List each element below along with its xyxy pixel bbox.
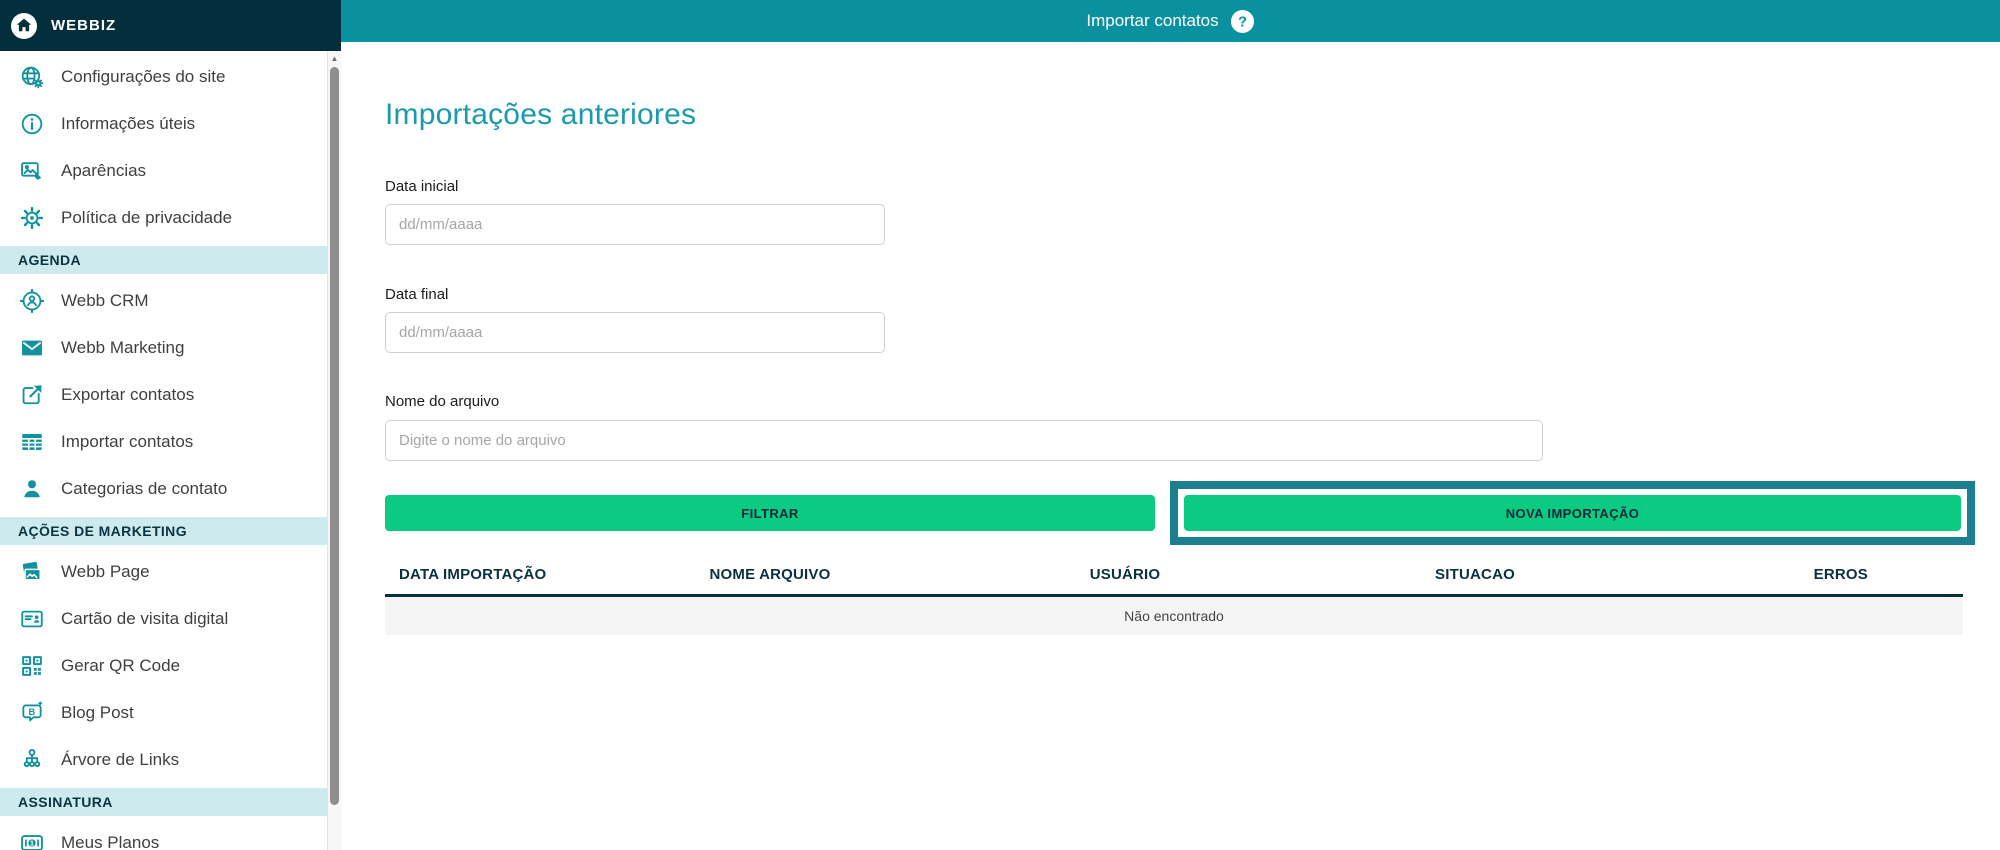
topbar: Importar contatos ? xyxy=(341,0,2000,42)
envelope-icon xyxy=(18,334,45,361)
filtrar-button[interactable]: FILTRAR xyxy=(385,495,1155,531)
sidebar-item-cartao-de-visita-digital[interactable]: Cartão de visita digital xyxy=(0,595,341,642)
appearance-icon xyxy=(18,157,45,184)
sidebar-item-meus-planos[interactable]: 1 Meus Planos xyxy=(0,819,341,850)
sidebar-item-webb-page[interactable]: Webb Page xyxy=(0,548,341,595)
sidebar-item-categorias-de-contato[interactable]: Categorias de contato xyxy=(0,465,341,512)
sidebar-item-label: Gerar QR Code xyxy=(61,655,181,675)
svg-text:1: 1 xyxy=(30,840,34,847)
table-empty-text: Não encontrado xyxy=(1124,608,1224,624)
scrollbar-thumb[interactable] xyxy=(330,67,339,805)
tree-links-icon xyxy=(18,746,45,773)
main-content: Importações anteriores Data inicial Data… xyxy=(341,42,2000,850)
topbar-title: Importar contatos xyxy=(1086,11,1219,30)
data-inicial-field: Data inicial xyxy=(385,178,1975,245)
nome-arquivo-label: Nome do arquivo xyxy=(385,393,500,410)
sidebar-item-label: Exportar contatos xyxy=(61,384,195,404)
globe-gear-icon xyxy=(18,63,45,90)
sidebar-item-label: Meus Planos xyxy=(61,832,160,850)
sidebar-item-label: Webb Page xyxy=(61,561,150,581)
sidebar-section-agenda: AGENDA xyxy=(0,246,341,274)
data-final-field: Data final xyxy=(385,286,1975,353)
svg-text:?: ? xyxy=(1238,14,1247,30)
table-header-cell-nome-arquivo: NOME ARQUIVO xyxy=(709,566,831,583)
nome-arquivo-field: Nome do arquivo xyxy=(385,393,1975,461)
crm-target-user-icon xyxy=(18,287,45,314)
sidebar-item-webb-crm[interactable]: Webb CRM xyxy=(0,277,341,324)
sidebar-item-label: Árvore de Links xyxy=(61,749,180,769)
sidebar-item-arvore-de-links[interactable]: Árvore de Links xyxy=(0,736,341,783)
sidebar-item-informacoes-uteis[interactable]: Informações úteis xyxy=(0,100,341,147)
plans-icon: 1 xyxy=(18,829,45,850)
table-header-cell-erros: ERROS xyxy=(1813,566,1868,583)
sidebar-header: WEBBIZ xyxy=(0,0,341,51)
qr-code-icon xyxy=(18,652,45,679)
table-header-cell-data-importacao: DATA IMPORTAÇÃO xyxy=(399,566,547,583)
id-card-icon xyxy=(18,605,45,632)
sidebar-item-label: Webb CRM xyxy=(61,290,149,310)
sidebar: WEBBIZ Configurações do site Informações … xyxy=(0,0,341,850)
sidebar-item-webb-marketing[interactable]: Webb Marketing xyxy=(0,324,341,371)
nova-importacao-highlight: NOVA IMPORTAÇÃO xyxy=(1170,481,1975,545)
info-icon xyxy=(18,110,45,137)
table-header-row: DATA IMPORTAÇÃO NOME ARQUIVO USUÁRIO SITUAC… xyxy=(385,557,1963,597)
svg-text:B: B xyxy=(28,706,35,716)
sidebar-item-gerar-qr-code[interactable]: Gerar QR Code xyxy=(0,642,341,689)
brand-name: WEBBIZ xyxy=(51,17,117,34)
sidebar-item-importar-contatos[interactable]: Importar contatos xyxy=(0,418,341,465)
help-circle-icon[interactable]: ? xyxy=(1230,9,1255,34)
actions-row: FILTRAR NOVA IMPORTAÇÃO xyxy=(385,481,1975,545)
nome-arquivo-input[interactable] xyxy=(385,420,1543,461)
scrollbar-up-arrow[interactable]: ▲ xyxy=(330,54,339,63)
sidebar-item-label: Blog Post xyxy=(61,702,134,722)
table-header-cell-usuario: USUÁRIO xyxy=(1089,566,1161,583)
user-icon xyxy=(18,475,45,502)
sidebar-scrollbar[interactable]: ▲ xyxy=(327,51,341,850)
sidebar-item-label: Webb Marketing xyxy=(61,337,185,357)
pages-icon xyxy=(18,558,45,585)
sidebar-item-label: Configurações do site xyxy=(61,66,226,86)
export-icon xyxy=(18,381,45,408)
sidebar-nav: Configurações do site Informações úteis Ap… xyxy=(0,51,341,850)
sidebar-item-label: Aparências xyxy=(61,160,147,180)
table-header-cell-situacao: SITUACAO xyxy=(1435,566,1515,583)
sidebar-item-configuracoes-do-site[interactable]: Configurações do site xyxy=(0,53,341,100)
data-final-input[interactable] xyxy=(385,312,885,353)
imports-table: DATA IMPORTAÇÃO NOME ARQUIVO USUÁRIO SITUAC… xyxy=(385,557,1963,635)
sidebar-item-blog-post[interactable]: B Blog Post xyxy=(0,689,341,736)
sidebar-item-label: Informações úteis xyxy=(61,113,196,133)
data-inicial-label: Data inicial xyxy=(385,178,459,195)
sidebar-item-label: Cartão de visita digital xyxy=(61,608,229,628)
blog-icon: B xyxy=(18,699,45,726)
page-title: Importações anteriores xyxy=(385,98,697,131)
table-icon xyxy=(18,428,45,455)
home-icon[interactable] xyxy=(10,12,38,40)
sidebar-item-exportar-contatos[interactable]: Exportar contatos xyxy=(0,371,341,418)
sidebar-item-label: Política de privacidade xyxy=(61,207,233,227)
data-final-label: Data final xyxy=(385,286,449,303)
sidebar-item-label: Categorias de contato xyxy=(61,478,228,498)
sidebar-item-aparencias[interactable]: Aparências xyxy=(0,147,341,194)
sidebar-item-politica-de-privacidade[interactable]: Política de privacidade xyxy=(0,194,341,241)
sidebar-item-label: Importar contatos xyxy=(61,431,194,451)
gear-icon xyxy=(18,204,45,231)
sidebar-section-acoes-de-marketing: AÇÕES DE MARKETING xyxy=(0,517,341,545)
sidebar-section-assinatura: ASSINATURA xyxy=(0,788,341,816)
nova-importacao-button[interactable]: NOVA IMPORTAÇÃO xyxy=(1184,495,1961,531)
table-empty-row: Não encontrado xyxy=(385,597,1963,635)
data-inicial-input[interactable] xyxy=(385,204,885,245)
